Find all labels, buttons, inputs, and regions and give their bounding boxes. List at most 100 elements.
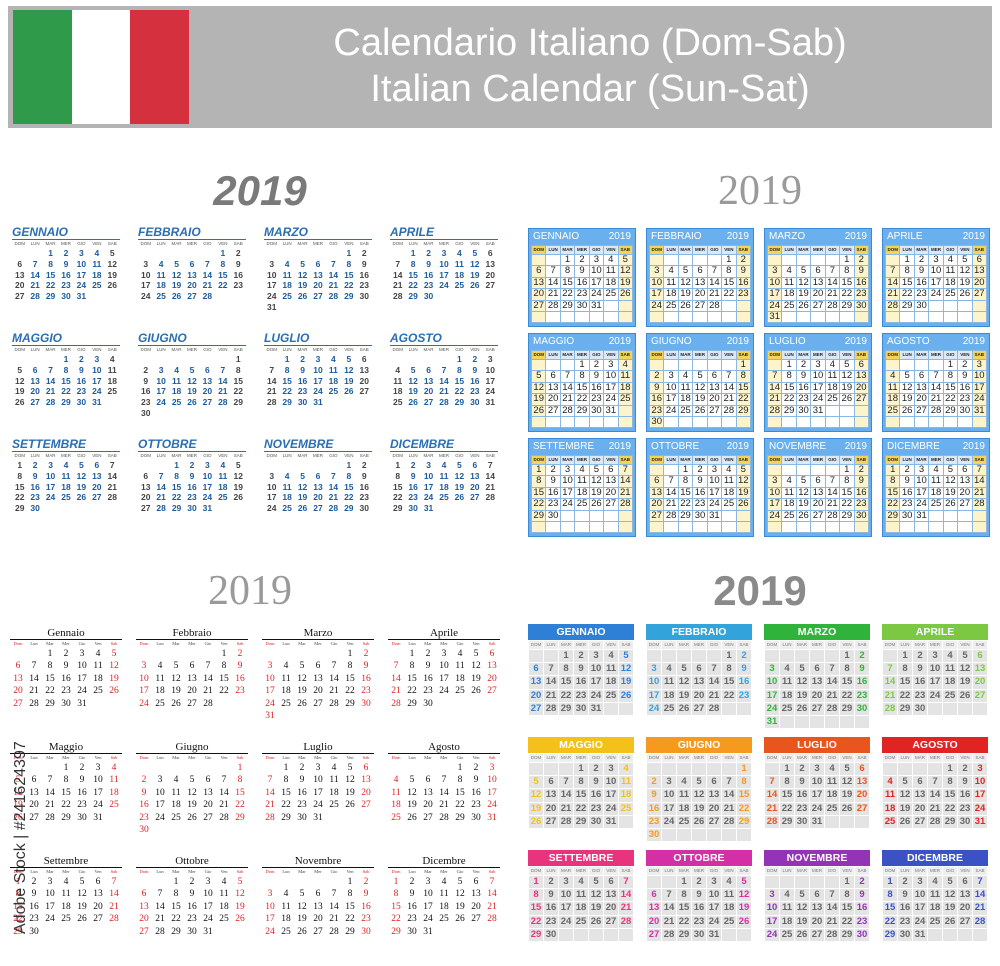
day-cell: 19: [897, 801, 913, 816]
day-cell: 10: [439, 258, 449, 269]
day-cell: 5: [189, 364, 195, 375]
day-cell: 29: [735, 404, 752, 418]
day-cell: 18: [824, 381, 841, 395]
day-cell: 15: [558, 675, 574, 690]
weekday-header: Sab: [362, 755, 370, 760]
day-cell: 14: [706, 276, 723, 290]
day-cell: 12: [233, 470, 243, 481]
day-cell: 3: [425, 877, 431, 887]
day-cell: 23: [854, 914, 870, 929]
day-cell: 4: [882, 775, 898, 790]
title-italian: Calendario Italiano (Dom-Sab): [333, 22, 847, 64]
day-cell: 12: [455, 889, 465, 900]
day-cell: [971, 521, 988, 534]
day-cell: 18: [781, 498, 797, 511]
day-cell: [839, 715, 855, 730]
weekday-header: MAR: [558, 866, 574, 876]
day-cell: [928, 521, 944, 534]
day-cell: 6: [189, 661, 195, 672]
day-cell: [574, 521, 590, 534]
day-cell: 31: [202, 503, 213, 514]
day-cell: 6: [205, 775, 211, 786]
weekday-header: MER: [927, 866, 943, 876]
weekday-header: Mar: [46, 755, 54, 760]
day-cell: 6: [912, 775, 928, 790]
day-cell: 25: [618, 801, 634, 816]
day-cell: [452, 503, 467, 514]
weekday-header: MAR: [558, 640, 574, 650]
weekday-header: SAB: [972, 640, 988, 650]
day-cell: 12: [957, 265, 973, 278]
day-cell: [913, 416, 930, 429]
weekday-header: VEN: [839, 350, 855, 360]
weekday-header: Mar: [298, 641, 306, 646]
day-cell: 7: [487, 460, 493, 470]
day-cell: 25: [61, 914, 71, 925]
weekday-header: GIO: [706, 866, 722, 876]
day-cell: 18: [329, 787, 339, 798]
month-name: OTTOBRE: [646, 850, 752, 866]
day-cell: 9: [794, 775, 810, 790]
day-cell: 30: [76, 397, 87, 408]
day-cell: 2: [473, 763, 479, 773]
day-cell: 1: [457, 354, 462, 364]
day-cell: 29: [345, 698, 355, 709]
day-cell: 26: [187, 397, 197, 408]
day-cell: 10: [266, 269, 277, 280]
day-cell: 5: [15, 775, 21, 786]
day-cell: 29: [676, 927, 692, 943]
day-cell: 26: [899, 404, 915, 418]
day-cell: 7: [824, 265, 841, 278]
day-cell: 26: [617, 288, 634, 301]
day-cell: 6: [543, 775, 559, 790]
weekday-header: GIO: [77, 347, 86, 352]
day-cell: [706, 761, 722, 777]
day-cell: [661, 761, 677, 777]
day-cell: 27: [187, 291, 197, 302]
day-cell: 12: [345, 775, 355, 786]
day-cell: 14: [219, 787, 229, 798]
month-name: FEBBRAIO: [646, 624, 752, 640]
day-cell: 21: [617, 486, 634, 500]
month-febbraio: Febbraio Dom Lun Mar Mer Gio Ven Sab 1 2 3 4 5 6 7 8 9 10…: [136, 626, 248, 710]
month-name-label: MARZO: [769, 231, 806, 242]
day-cell: 24: [93, 800, 103, 811]
day-cell: 15: [721, 675, 737, 690]
weekday-header: LUN: [779, 753, 795, 763]
day-cell: 16: [470, 375, 480, 386]
day-cell: 19: [344, 375, 354, 386]
day-cell: [854, 715, 870, 730]
day-cell: [295, 460, 310, 471]
day-cell: 30: [543, 927, 559, 943]
day-cell: 1: [839, 648, 855, 664]
day-cell: 5: [617, 253, 634, 267]
day-cell: [358, 710, 374, 722]
day-cell: 20: [13, 686, 23, 697]
weekday-header: MER: [692, 245, 708, 255]
day-cell: 28: [543, 701, 559, 717]
day-cell: 8: [677, 475, 694, 488]
day-cell: 23: [853, 288, 870, 301]
day-cell: 28: [485, 492, 495, 503]
day-cell: 14: [487, 889, 497, 900]
day-cell: [152, 824, 168, 836]
day-cell: 19: [297, 914, 307, 925]
day-cell: 11: [618, 775, 634, 790]
day-cell: 28: [155, 926, 165, 937]
day-cell: 4: [95, 649, 101, 659]
weekday-header: LUN: [545, 245, 561, 255]
day-cell: 29: [677, 509, 694, 523]
day-cell: 11: [329, 775, 339, 786]
month-name: OTTOBRE 2019: [649, 439, 751, 455]
month-name: Settembre: [10, 854, 122, 868]
day-cell: 6: [94, 460, 100, 470]
day-cell: 6: [17, 258, 23, 269]
day-cell: 26: [897, 814, 913, 830]
day-cell: 20: [853, 381, 870, 395]
day-cell: [971, 509, 988, 523]
weekday-header: SAB: [854, 640, 870, 650]
header-banner: Calendario Italiano (Dom-Sab) Italian Ca…: [8, 6, 992, 128]
day-cell: [677, 416, 694, 429]
month-name: DICEMBRE 2019: [885, 439, 987, 455]
day-cell: 4: [928, 463, 944, 477]
